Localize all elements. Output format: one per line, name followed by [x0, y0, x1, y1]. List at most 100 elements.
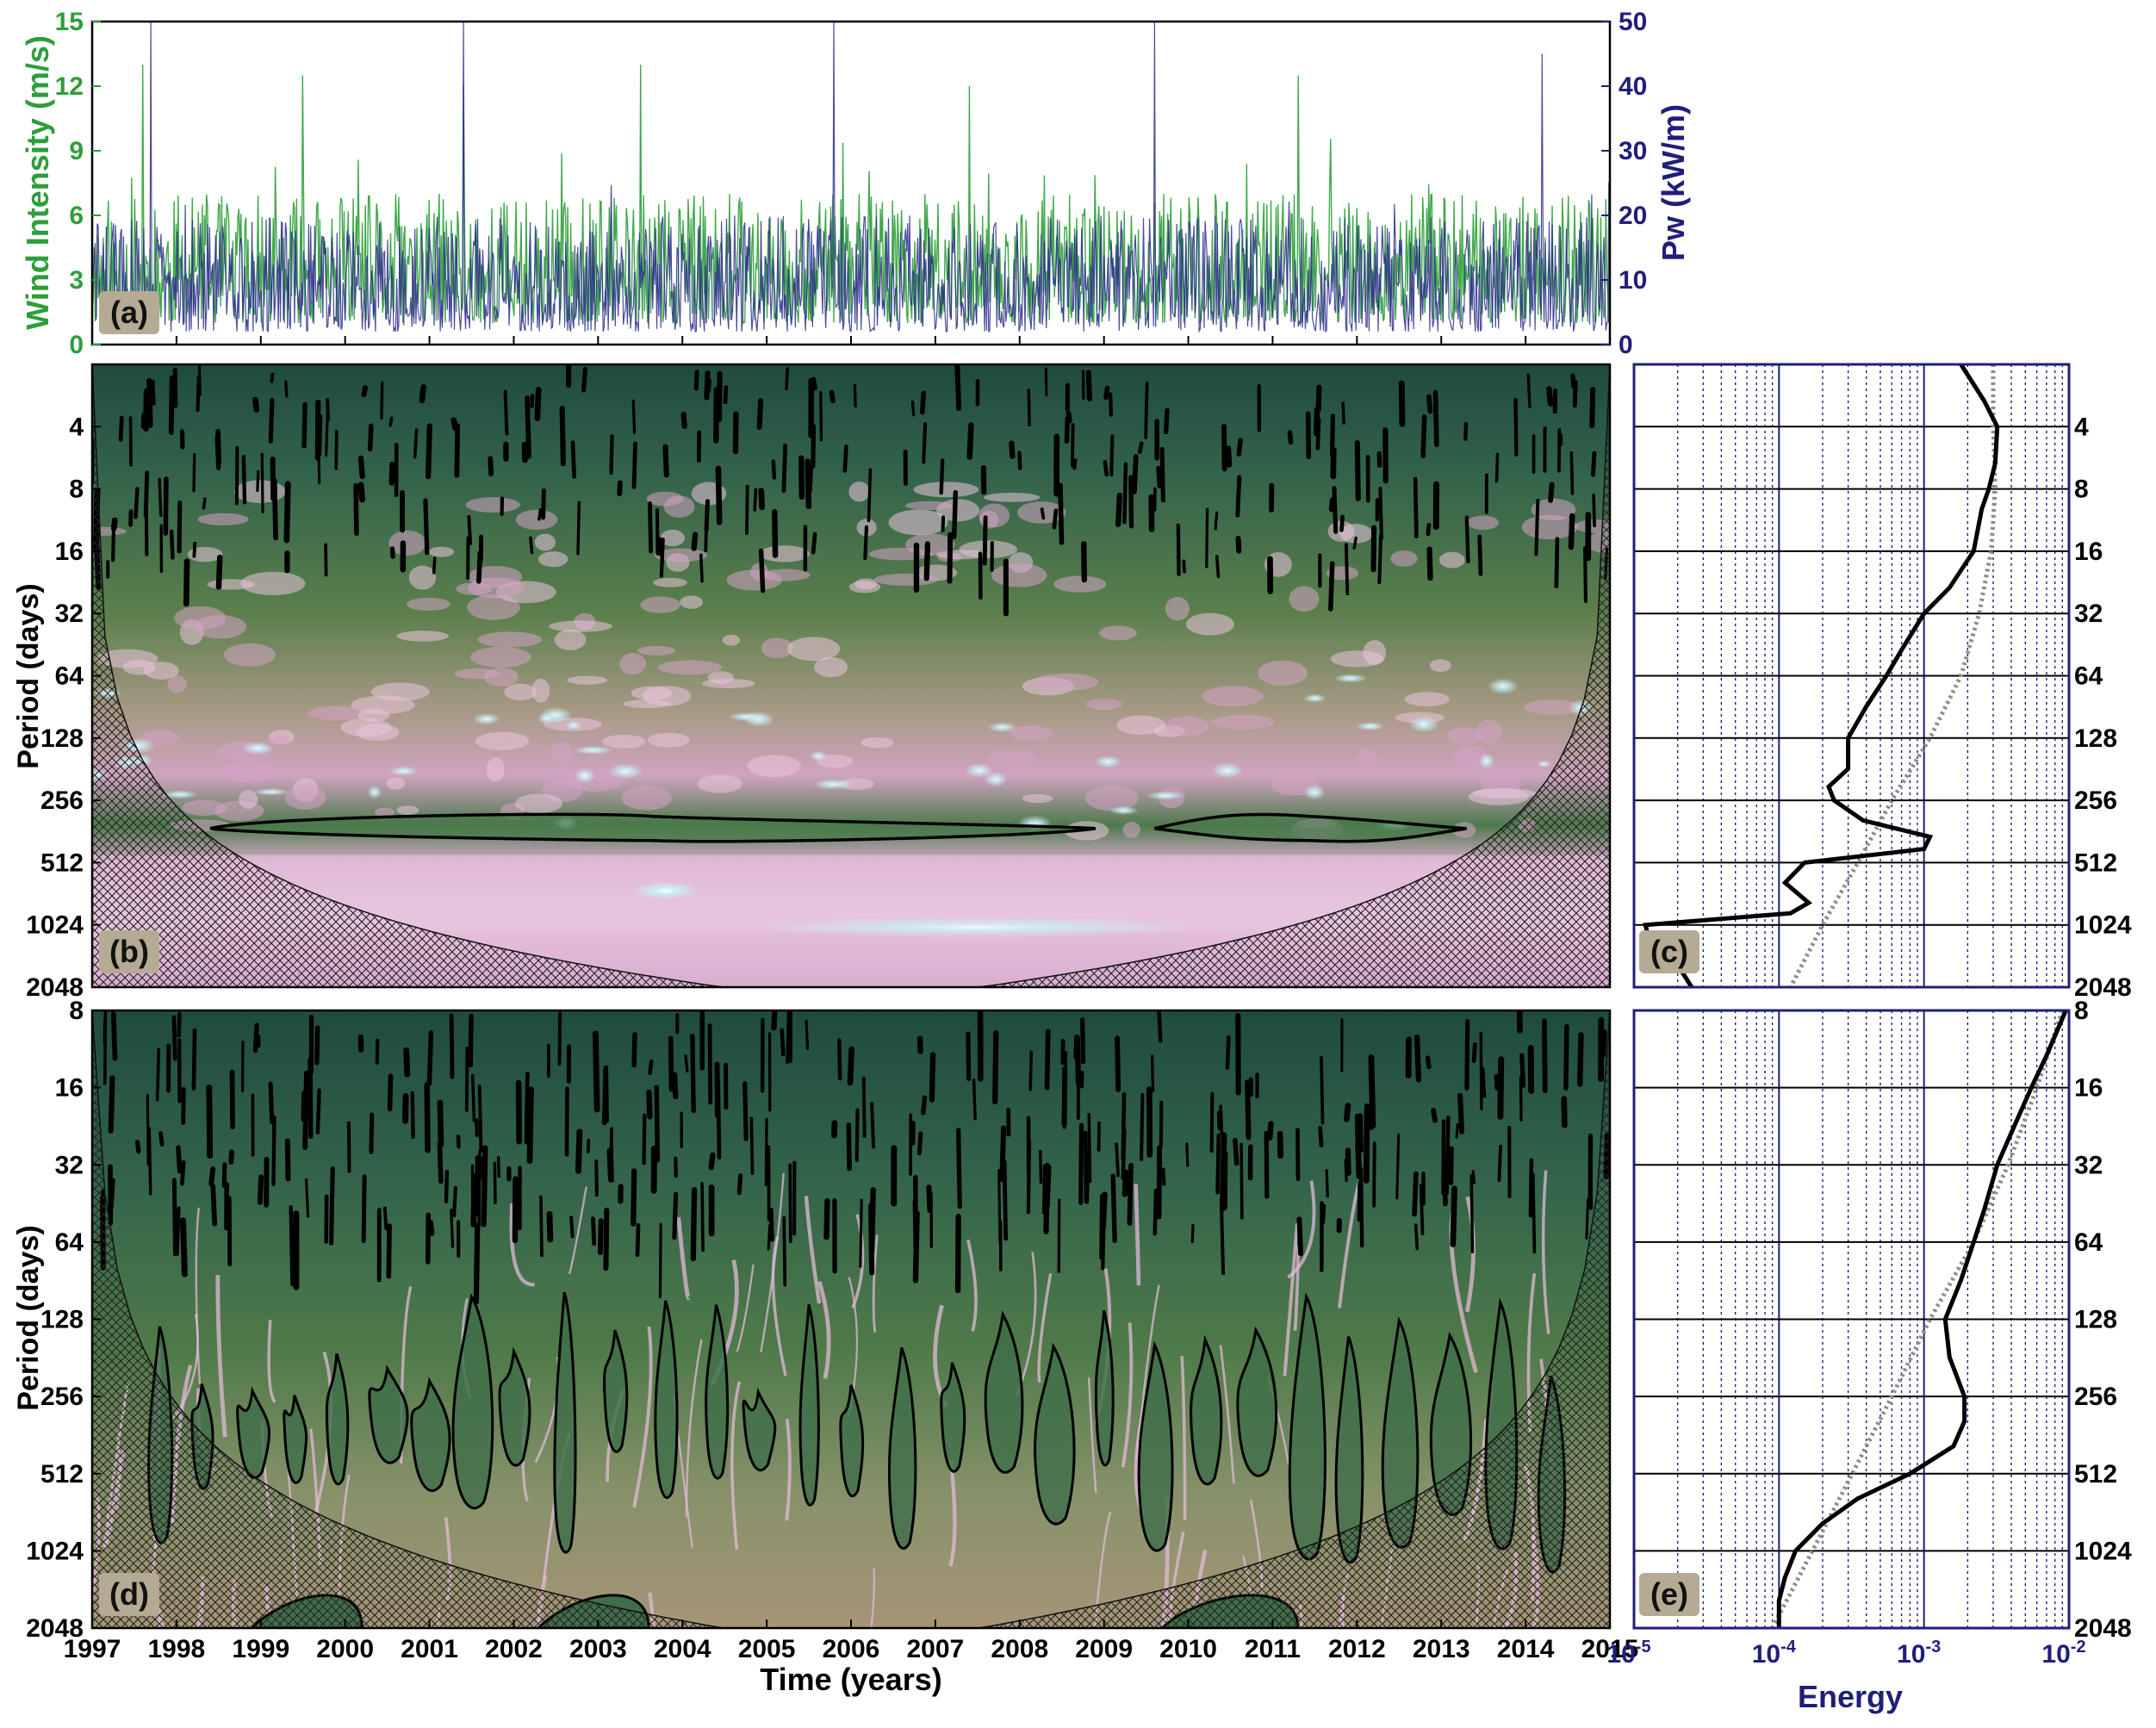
panel-b-short-period-streak [1513, 397, 1519, 457]
panel-b-short-period-streak [177, 500, 183, 554]
panel-b-short-period-streak [283, 481, 291, 544]
panel-b-short-period-streak [163, 476, 169, 536]
panel-b-peak-blob [253, 787, 289, 796]
panel-d-short-period-streak [468, 1013, 474, 1068]
panel-d-significant-region [940, 1362, 966, 1473]
panel-d-power-ridge [1180, 1355, 1187, 1520]
panel-d-significant-region [887, 1346, 917, 1550]
panel-d-x-tick-label: 2012 [1328, 1635, 1386, 1663]
panel-d-short-period-streak [1225, 1035, 1231, 1070]
panel-d-power-ridge [648, 1592, 655, 1628]
panel-b-power-blob [1165, 597, 1190, 621]
panel-c-y-tick-label: 4 [2074, 413, 2089, 441]
panel-b-short-period-streak [388, 461, 395, 486]
panel-a-time-series: 0 3 6 9 12 15 0 10 20 30 40 50 Wind Intensity (m/s… [20, 8, 1691, 359]
panel-b-power-blob [1476, 719, 1502, 744]
panel-b-short-period-streak [1315, 384, 1322, 413]
panel-d-short-period-streak [1233, 1137, 1240, 1166]
panel-d-short-period-streak [642, 1113, 647, 1165]
panel-b-short-period-streak [1344, 543, 1350, 596]
panel-d-x-tick-label: 2007 [907, 1635, 965, 1663]
panel-d-short-period-streak [1457, 1092, 1465, 1134]
panel-a-series [92, 22, 1610, 333]
panel-b-short-period-streak [811, 531, 817, 555]
panel-d-short-period-streak [171, 1178, 177, 1257]
panel-d-short-period-streak [1084, 1130, 1089, 1204]
panel-b-power-blob [454, 668, 500, 680]
panel-d-x-tick-label: 2005 [738, 1635, 796, 1663]
panel-b-power-blob [663, 495, 695, 519]
panel-b-short-period-streak [781, 443, 787, 494]
panel-b-short-period-streak [1040, 507, 1046, 520]
panel-b-short-period-streak [1205, 507, 1209, 569]
panel-e-y-tick-label: 32 [2074, 1151, 2103, 1179]
panel-d-short-period-streak [1519, 1053, 1526, 1088]
panel-b-short-period-streak [503, 389, 509, 436]
panel-e-x-axis-label: Energy [1798, 1679, 1903, 1714]
panel-d-significant-region [1236, 1326, 1278, 1477]
panel-b-short-period-streak [1176, 523, 1181, 576]
panel-d-short-period-streak [684, 1054, 689, 1073]
panel-d-short-period-streak [767, 1224, 772, 1251]
panel-b-power-blob [1339, 524, 1373, 544]
panel-d-cone-of-influence [92, 1010, 1610, 1628]
panel-d-wavelet-spectrum: 8 16 32 64 128 256 512 1024 2048 1997 1998 1999 200… [12, 997, 1638, 1697]
panel-d-short-period-streak [427, 1220, 435, 1236]
panel-d-short-period-streak [736, 1173, 743, 1196]
panel-b-power-blob [631, 686, 673, 700]
panel-e-y-tick-label: 8 [2074, 997, 2089, 1025]
panel-d-short-period-streak [314, 1025, 320, 1066]
panel-b-power-blob [1116, 715, 1166, 736]
panel-b-power-blob [1258, 660, 1308, 686]
panel-d-x-axis-label: Time (years) [760, 1662, 941, 1697]
panel-b-short-period-streak [680, 411, 687, 429]
panel-b-short-period-streak [699, 553, 704, 583]
panel-b-power-blob [182, 799, 227, 817]
panel-b-short-period-streak [559, 405, 566, 467]
panel-d-short-period-streak [1412, 1171, 1419, 1217]
panel-d-short-period-streak [1344, 1159, 1348, 1183]
panel-d-x-tick-label: 2002 [485, 1635, 543, 1663]
panel-b-power-blob [1053, 575, 1107, 593]
panel-d-short-period-streak [654, 1085, 661, 1163]
panel-d-power-ridge [509, 1203, 535, 1287]
panel-b-peak-blob [574, 768, 596, 784]
panel-d-x-tick-label: 2011 [1245, 1635, 1301, 1663]
panel-b-short-period-streak [271, 478, 278, 541]
panel-d-significant-region-fill [840, 1384, 863, 1496]
panel-d-power-ridge [685, 1339, 703, 1518]
panel-b-short-period-streak [966, 422, 974, 460]
panel-b-short-period-streak [939, 458, 945, 495]
panel-b-short-period-streak [151, 379, 156, 406]
panel-d-power-ridge [1283, 1222, 1299, 1377]
panel-d-power-ridge [948, 1460, 957, 1567]
panel-b-label-badge [99, 930, 159, 973]
panel-a-left-tick-label: 9 [69, 137, 84, 165]
panel-d-significance-contours [147, 1291, 1567, 1628]
panel-b-significant-region-fill [210, 814, 1096, 842]
panel-d-power-ridge [851, 1214, 865, 1308]
panel-b-short-period-streak [158, 477, 163, 518]
panel-d-short-period-streak [452, 1185, 457, 1218]
panel-c-y-tick-label: 1024 [2074, 911, 2132, 940]
panel-b-short-period-streak [954, 364, 962, 411]
panel-b-short-period-streak [357, 455, 365, 480]
panel-b-short-period-streak [756, 398, 764, 430]
panel-d-short-period-streak [1471, 1170, 1476, 1184]
panel-d-short-period-streak [1561, 1096, 1568, 1128]
panel-d-short-period-streak [672, 1072, 679, 1100]
panel-b-short-period-streak [1328, 497, 1336, 513]
panel-b-significance-contours [209, 812, 1467, 843]
panel-d-power-ridge [632, 1326, 653, 1508]
panel-b-short-period-streak [1329, 413, 1336, 458]
panel-b-power-blob [223, 761, 278, 784]
panel-b-power-blob [1446, 726, 1483, 745]
panel-b-peak-blob [1487, 678, 1519, 695]
panel-b-power-blob [1009, 725, 1053, 741]
panel-a-right-tick-label: 50 [1619, 8, 1647, 36]
panel-d-short-period-streak [861, 1076, 867, 1138]
panel-b-power-blob [406, 597, 450, 612]
panel-b-power-blob [623, 699, 671, 709]
panel-b-short-period-streak [450, 417, 458, 432]
panel-b-peak-blob [984, 771, 1008, 787]
